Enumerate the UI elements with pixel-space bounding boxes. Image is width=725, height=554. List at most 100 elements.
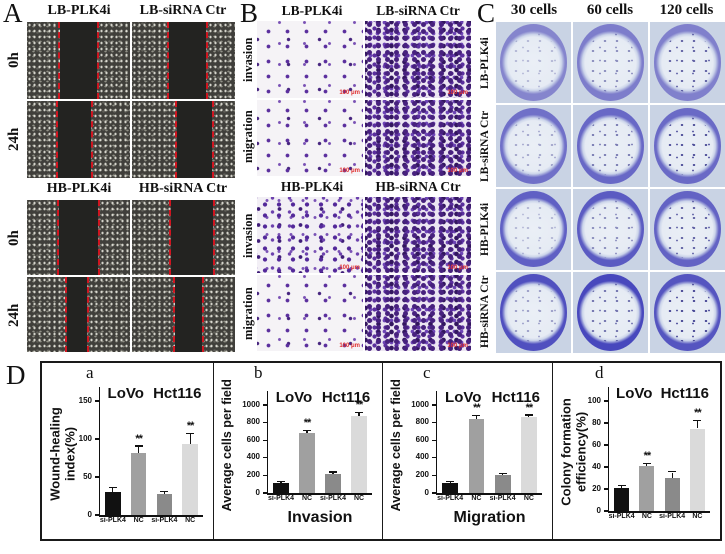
panel-a-row-label: 0h: [6, 230, 22, 246]
chart-sublabel: c: [423, 363, 431, 382]
cell-band: [97, 22, 130, 99]
cell-band: [27, 101, 58, 178]
well-image-lb-sirna-120: [650, 105, 725, 187]
chart-sublabel: b: [254, 363, 263, 382]
error-bar-cap: [472, 415, 481, 417]
error-bar-cap: [186, 433, 195, 435]
panel-b-grid-lb: 100 μm 100 μm 100 μm 100 μm: [257, 21, 471, 176]
y-tick-mark: [603, 488, 608, 490]
y-tick-label: 200: [246, 469, 260, 479]
panel-c-row-label: LB-siRNA Ctr: [479, 110, 491, 182]
error-bar-line: [528, 415, 530, 418]
error-bar-cap: [355, 411, 363, 413]
y-tick-label: 80: [592, 417, 601, 427]
x-tick-label: si-PLK4: [437, 495, 464, 502]
panel-b-col-header: HB-PLK4i: [280, 179, 344, 194]
x-axis-line: [266, 493, 372, 495]
chart-sublabel: a: [86, 363, 94, 382]
scale-bar: 100 μm: [339, 89, 360, 96]
bar: [273, 483, 289, 493]
y-tick-label: 20: [592, 483, 601, 493]
y-tick-mark: [94, 476, 99, 478]
panel-a-col-header: LB-siRNA Ctr: [139, 3, 227, 18]
y-tick-mark: [262, 474, 267, 476]
y-tick-mark: [603, 444, 608, 446]
x-tick-label: NC: [471, 495, 482, 502]
panel-a-grid-hb: [27, 200, 235, 352]
x-axis-line: [607, 511, 710, 513]
error-bar-line: [138, 446, 140, 453]
wound-image-hb-plk4i-0h: [27, 200, 130, 275]
error-bar-line: [112, 488, 114, 493]
y-tick-mark: [431, 457, 436, 459]
wound-image-lb-sirna-0h: [132, 22, 235, 99]
y-tick-mark: [262, 492, 267, 494]
y-tick-mark: [431, 404, 436, 406]
y-tick-label: 800: [246, 417, 260, 427]
y-tick-mark: [603, 400, 608, 402]
panel-b-row-label: migration: [241, 110, 255, 164]
error-bar-cap: [134, 445, 143, 447]
error-bar-cap: [303, 429, 311, 431]
y-tick-label: 0: [255, 487, 260, 497]
panel-c-grid: [496, 22, 725, 353]
error-bar-line: [332, 472, 334, 474]
bar: [689, 428, 705, 511]
x-tick-label: si-PLK4: [319, 495, 347, 502]
y-tick-label: 400: [415, 452, 429, 462]
y-tick-mark: [431, 422, 436, 424]
well-image-lb-plk4i-30: [496, 22, 571, 104]
error-bar-cap: [668, 471, 677, 473]
y-tick-mark: [94, 400, 99, 402]
error-bar-line: [671, 472, 673, 478]
cell-line-label: LoVo: [107, 385, 144, 402]
well-image-hb-plk4i-30: [496, 188, 571, 270]
y-axis-line: [607, 387, 609, 511]
y-tick-label: 200: [415, 469, 429, 479]
transwell-image-hb-sirna-invasion: 100 μm: [365, 197, 471, 273]
error-bar-cap: [642, 462, 651, 464]
panel-b-col-header: LB-siRNA Ctr: [376, 3, 460, 18]
y-tick-mark: [262, 422, 267, 424]
cell-band: [90, 101, 130, 178]
cell-band: [132, 277, 176, 352]
bar: [664, 478, 680, 511]
y-tick-label: 600: [246, 434, 260, 444]
cell-line-label: LoVo: [445, 389, 482, 406]
y-tick-label: 40: [592, 461, 601, 471]
error-bar-line: [189, 434, 191, 445]
cell-line-label: Hct116: [321, 389, 371, 406]
significance-marker: **: [303, 416, 312, 429]
cell-band: [202, 277, 235, 352]
transwell-image-lb-plk4i-migration: 100 μm: [257, 99, 363, 176]
scale-bar: 100 μm: [339, 168, 360, 174]
panel-c-row-label: HB-PLK4i: [479, 202, 491, 256]
error-bar-line: [280, 482, 282, 484]
scale-bar: 100 μm: [447, 168, 468, 174]
y-tick-mark: [262, 439, 267, 441]
cell-band: [206, 22, 235, 99]
panel-c-col-header: 60 cells: [586, 2, 634, 18]
y-axis-line: [435, 391, 437, 493]
significance-marker: **: [135, 432, 143, 445]
x-tick-label: si-PLK4: [151, 517, 178, 524]
x-tick-label: NC: [185, 517, 196, 524]
bar: [614, 487, 630, 511]
bar: [639, 465, 655, 511]
panel-c-col-header: 120 cells: [659, 2, 714, 18]
error-bar-cap: [693, 419, 702, 421]
bar: [182, 444, 198, 515]
x-tick-label: si-PLK4: [608, 513, 635, 520]
y-tick-label: 100: [587, 395, 601, 405]
cell-line-label: Hct116: [153, 385, 202, 402]
transwell-image-lb-plk4i-invasion: 100 μm: [257, 21, 363, 98]
cell-line-label: LoVo: [616, 385, 653, 402]
bar: [521, 417, 537, 493]
scale-bar: 100 μm: [339, 343, 360, 349]
x-tick-label: NC: [641, 513, 652, 520]
panel-d-charts: a Wound-healing index(%) 0 50 100 150 LoVo Hct11…: [40, 361, 722, 541]
cell-band: [86, 277, 130, 352]
cell-band: [132, 101, 178, 178]
cell-line-label: LoVo: [275, 389, 313, 406]
panel-b-col-header: HB-siRNA Ctr: [375, 179, 461, 194]
